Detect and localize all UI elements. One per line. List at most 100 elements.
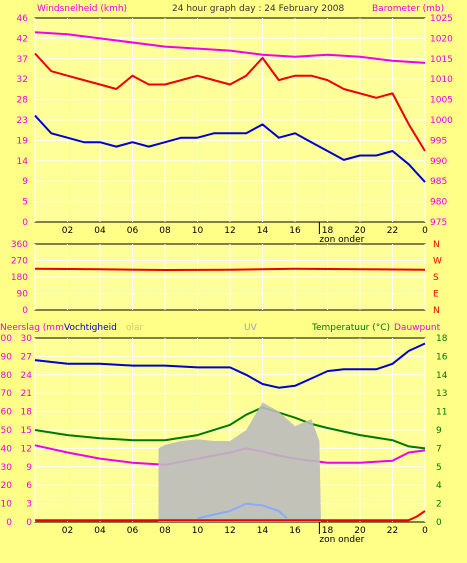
climate-x-tick-label: 18 (322, 526, 334, 536)
climate-x-tick-label: 02 (62, 526, 73, 536)
rain-left-tick-label: 12 (21, 444, 32, 454)
humidity-left-tick-label: 40 (1, 444, 13, 454)
temperature-right-tick-label: 0 (436, 518, 442, 528)
barometer-label: Barometer (mb) (372, 4, 444, 14)
compass-label: W (433, 257, 442, 267)
wind-x-tick-label: 20 (354, 226, 366, 236)
temperature-right-tick-label: 2 (436, 500, 442, 510)
humidity-left-tick-label: 0 (6, 518, 12, 528)
barometer-line (34, 31, 426, 64)
barometer-right-tick-label: 990 (430, 157, 447, 167)
wind-x-tick-label: 16 (289, 226, 301, 236)
humidity-left-tick-label: 100 (0, 334, 12, 344)
humidity-left-tick-label: 80 (1, 371, 13, 381)
temperature-right-tick-label: 9 (436, 426, 442, 436)
wind-left-tick-label: 0 (22, 218, 28, 228)
direction-left-tick-label: 360 (11, 240, 28, 250)
barometer-right-tick-label: 1020 (430, 34, 453, 44)
rain-left-tick-label: 21 (21, 389, 32, 399)
climate-x-tick-label: 22 (387, 526, 398, 536)
precipitation-line (35, 510, 426, 522)
rain-left-tick-label: 0 (26, 518, 32, 528)
climate-x-tick-label: 04 (94, 526, 106, 536)
barometer-right-tick-label: 1025 (430, 14, 453, 24)
humidity-left-tick-label: 90 (1, 352, 13, 362)
humidity-left-tick-label: 30 (1, 463, 13, 473)
uv-line (197, 502, 288, 520)
rain-left-tick-label: 6 (26, 481, 32, 491)
rain-left-tick-label: 24 (21, 371, 33, 381)
wind-speed-label: Windsnelheid (kmh) (37, 4, 127, 14)
wind-sunset-note: zon onder (319, 235, 364, 245)
compass-label: N (433, 240, 440, 250)
barometer-right-tick-label: 1010 (430, 75, 453, 85)
solar-area (158, 402, 321, 522)
wind-x-tick-label: 04 (94, 226, 106, 236)
rain-left-tick-label: 30 (21, 334, 33, 344)
barometer-right-tick-label: 980 (430, 198, 447, 208)
wind-gust-line (34, 52, 426, 152)
humidity-left-tick-label: 70 (1, 389, 13, 399)
rain-left-tick-label: 15 (21, 426, 32, 436)
dewpoint-label: Dauwpunt (394, 323, 441, 333)
barometer-right-tick-label: 1015 (430, 55, 453, 65)
wind-direction-line (34, 267, 426, 271)
barometer-right-tick-label: 1000 (430, 116, 453, 126)
compass-label: S (433, 273, 439, 283)
wind-left-tick-label: 14 (17, 157, 29, 167)
wind-left-tick-label: 32 (17, 75, 28, 85)
temperature-right-tick-label: 14 (436, 371, 448, 381)
wind-x-tick-label: 22 (387, 226, 398, 236)
precipitation-label: Neerslag (mm (0, 323, 64, 333)
wind-left-tick-label: 37 (17, 55, 28, 65)
climate-x-tick-label: 08 (159, 526, 171, 536)
wind-x-tick-label: 08 (159, 226, 171, 236)
wind-left-tick-label: 5 (22, 198, 28, 208)
chart-title: 24 hour graph day : 24 February 2008 (172, 4, 345, 14)
humidity-left-tick-label: 20 (1, 481, 13, 491)
wind-x-tick-label: 10 (192, 226, 204, 236)
solar-label: olar (126, 323, 144, 333)
wind-left-tick-label: 19 (17, 136, 29, 146)
wind-left-tick-label: 42 (17, 34, 28, 44)
compass-label: E (433, 290, 439, 300)
wind-left-tick-label: 23 (17, 116, 28, 126)
rain-left-tick-label: 3 (26, 500, 32, 510)
direction-left-tick-label: 180 (11, 273, 28, 283)
wind-x-tick-label: 12 (224, 226, 235, 236)
rain-left-tick-label: 27 (21, 352, 32, 362)
wind-x-tick-label: 18 (322, 226, 334, 236)
wind-average-line (34, 114, 426, 183)
wind-x-tick-label: 06 (127, 226, 139, 236)
wind-left-tick-label: 28 (17, 96, 29, 106)
barometer-right-tick-label: 985 (430, 177, 447, 187)
wind-x-tick-label: 02 (62, 226, 73, 236)
climate-x-tick-label: 16 (289, 526, 301, 536)
climate-x-tick-label: 06 (127, 526, 139, 536)
climate-x-tick-label: 0 (422, 526, 428, 536)
temperature-right-tick-label: 5 (436, 463, 442, 473)
uv-label: UV (244, 323, 258, 333)
direction-left-tick-label: 0 (22, 306, 28, 316)
climate-sunset-note: zon onder (319, 535, 364, 545)
climate-x-tick-label: 12 (224, 526, 235, 536)
wind-left-tick-label: 46 (17, 14, 29, 24)
wind-x-tick-label: 14 (257, 226, 269, 236)
barometer-right-tick-label: 995 (430, 136, 447, 146)
humidity-label: Vochtigheid (64, 323, 117, 333)
compass-label: N (433, 306, 440, 316)
temperature-right-tick-label: 11 (436, 408, 447, 418)
rain-left-tick-label: 18 (21, 408, 33, 418)
climate-x-tick-label: 14 (257, 526, 269, 536)
climate-x-tick-label: 10 (192, 526, 204, 536)
temperature-right-tick-label: 16 (436, 352, 448, 362)
barometer-right-tick-label: 1005 (430, 96, 453, 106)
temperature-right-tick-label: 7 (436, 444, 442, 454)
direction-left-tick-label: 270 (11, 257, 28, 267)
humidity-left-tick-label: 50 (1, 426, 13, 436)
temperature-right-tick-label: 18 (436, 334, 448, 344)
temperature-right-tick-label: 13 (436, 389, 447, 399)
barometer-right-tick-label: 975 (430, 218, 447, 228)
humidity-line (34, 342, 426, 389)
